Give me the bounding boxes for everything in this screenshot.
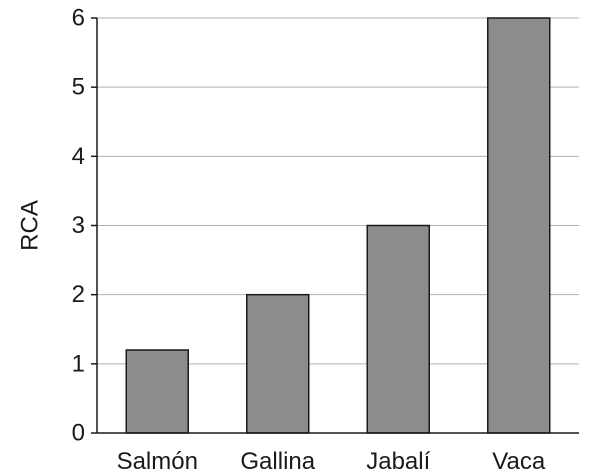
x-tick-label: Vaca [492, 448, 546, 472]
y-tick-label: 4 [72, 143, 85, 170]
y-tick-label: 5 [72, 74, 85, 101]
x-tick-label: Salmón [117, 448, 198, 472]
y-axis-title: RCA [17, 200, 44, 251]
y-tick-label: 3 [72, 212, 85, 239]
bar [125, 349, 189, 434]
x-tick-label: Jabalí [366, 448, 430, 472]
y-tick-label: 6 [72, 5, 85, 32]
bar [366, 224, 430, 434]
y-tick-label: 0 [72, 420, 85, 447]
bar [246, 293, 310, 434]
bars [125, 17, 551, 434]
y-ticks: 0 1 2 3 4 5 6 [72, 5, 97, 447]
y-tick-label: 1 [72, 350, 85, 377]
bar [487, 17, 551, 434]
y-tick-label: 2 [72, 281, 85, 308]
x-tick-label: Gallina [240, 448, 315, 472]
x-ticks: Salmón Gallina Jabalí Vaca [117, 448, 546, 472]
